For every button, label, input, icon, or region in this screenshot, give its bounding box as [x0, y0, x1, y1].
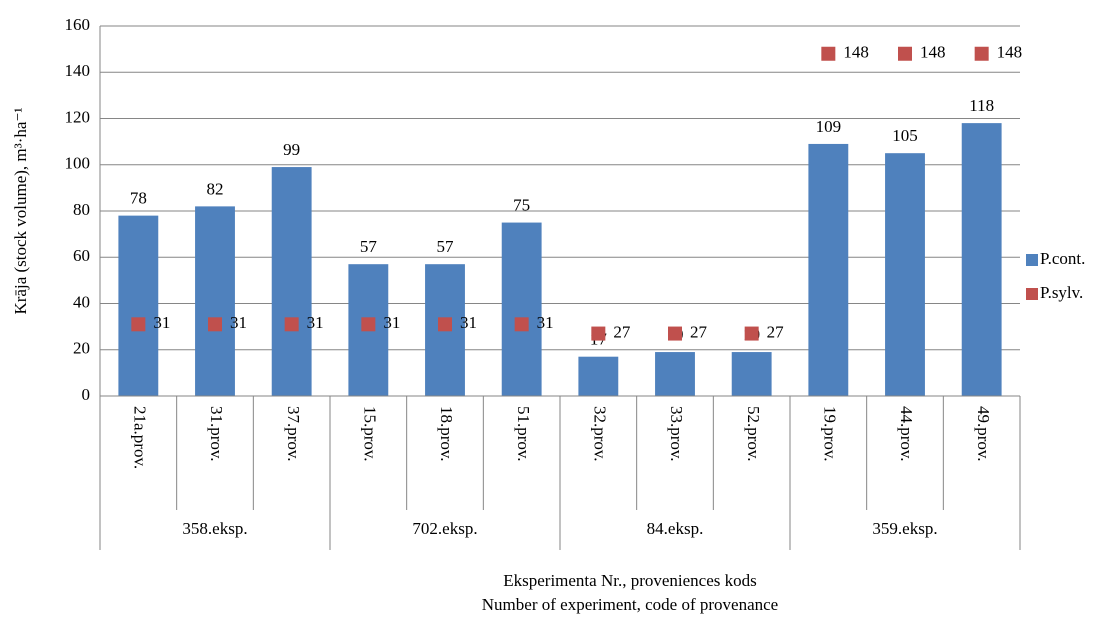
x-tick-label: 51.prov. — [514, 406, 533, 462]
y-tick-label: 160 — [65, 15, 91, 34]
data-label: 27 — [613, 322, 631, 341]
data-label: 109 — [816, 117, 842, 136]
data-label: 57 — [437, 237, 455, 256]
y-tick-label: 60 — [73, 246, 90, 265]
data-label: 99 — [283, 140, 300, 159]
x-axis-label: Eksperimenta Nr., proveniences kods — [503, 571, 757, 590]
legend-label: P.sylv. — [1040, 283, 1083, 302]
y-tick-label: 0 — [82, 385, 91, 404]
data-label: 27 — [690, 322, 708, 341]
data-label: 82 — [207, 179, 224, 198]
marker — [438, 317, 452, 332]
bar — [655, 352, 695, 396]
bar — [578, 356, 619, 396]
y-tick-label: 40 — [73, 292, 90, 311]
legend-label: P.cont. — [1040, 249, 1085, 268]
group-label: 702.eksp. — [412, 519, 477, 538]
x-axis-label: Number of experiment, code of provenance — [482, 595, 778, 614]
marker — [821, 46, 836, 61]
data-label: 148 — [843, 43, 869, 62]
data-label: 31 — [307, 313, 324, 332]
x-tick-label: 31.prov. — [207, 406, 226, 462]
data-label: 31 — [153, 313, 170, 332]
bar — [118, 215, 159, 396]
bar — [271, 167, 312, 396]
data-label: 105 — [892, 126, 918, 145]
bar — [731, 352, 772, 396]
data-label: 78 — [130, 189, 147, 208]
marker — [974, 46, 989, 61]
x-tick-label: 18.prov. — [437, 406, 456, 462]
x-tick-label: 52.prov. — [744, 406, 763, 462]
y-tick-label: 140 — [65, 61, 91, 80]
x-tick-label: 44.prov. — [897, 406, 916, 462]
bar — [501, 222, 542, 396]
x-tick-label: 32.prov. — [590, 406, 609, 462]
y-tick-label: 100 — [65, 154, 91, 173]
data-label: 57 — [360, 237, 378, 256]
x-tick-label: 33.prov. — [667, 406, 686, 462]
data-label: 148 — [920, 43, 946, 62]
x-tick-label: 37.prov. — [284, 406, 303, 462]
y-tick-label: 80 — [73, 200, 90, 219]
data-label: 31 — [230, 313, 247, 332]
data-label: 118 — [969, 96, 994, 115]
marker — [591, 326, 606, 341]
x-tick-label: 15.prov. — [360, 406, 379, 462]
group-label: 84.eksp. — [647, 519, 704, 538]
marker — [361, 317, 376, 332]
bar — [808, 143, 849, 396]
x-tick-label: 21a.prov. — [130, 406, 149, 469]
legend-swatch — [1026, 254, 1038, 266]
bar — [961, 123, 1002, 396]
data-label: 27 — [767, 322, 785, 341]
bar — [195, 206, 235, 396]
marker — [284, 317, 299, 332]
data-label: 31 — [460, 313, 477, 332]
marker — [208, 317, 222, 332]
marker — [668, 326, 682, 341]
marker — [898, 46, 912, 61]
bar — [885, 153, 925, 396]
data-label: 31 — [383, 313, 400, 332]
legend-swatch — [1026, 288, 1038, 300]
data-label: 31 — [537, 313, 554, 332]
y-tick-label: 120 — [65, 107, 91, 126]
group-label: 359.eksp. — [872, 519, 937, 538]
group-label: 358.eksp. — [182, 519, 247, 538]
data-label: 148 — [997, 43, 1023, 62]
y-axis-label: Krāja (stock volume), m³·ha⁻¹ — [11, 107, 30, 314]
marker — [514, 317, 529, 332]
marker — [131, 317, 146, 332]
marker — [744, 326, 759, 341]
x-tick-label: 19.prov. — [820, 406, 839, 462]
x-tick-label: 49.prov. — [974, 406, 993, 462]
y-tick-label: 20 — [73, 339, 90, 358]
data-label: 75 — [513, 195, 530, 214]
